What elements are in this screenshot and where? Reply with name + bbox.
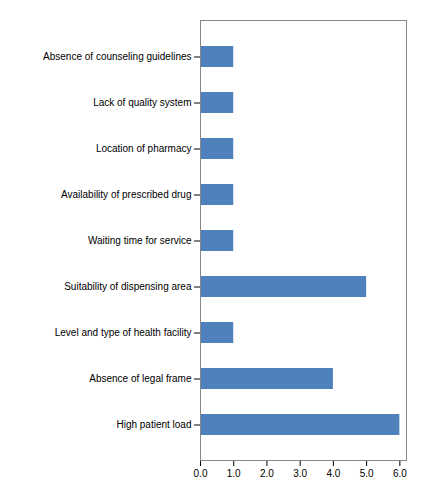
svg-text:Level and type of health facil: Level and type of health facility <box>55 327 192 338</box>
svg-text:Suitability of dispensing area: Suitability of dispensing area <box>64 281 192 292</box>
svg-text:Availability of prescribed dru: Availability of prescribed drug <box>61 189 191 200</box>
svg-text:Absence of legal frame: Absence of legal frame <box>89 373 192 384</box>
svg-text:2.0: 2.0 <box>260 468 274 479</box>
svg-text:4.0: 4.0 <box>326 468 340 479</box>
svg-text:6.0: 6.0 <box>393 468 407 479</box>
svg-text:5.0: 5.0 <box>360 468 374 479</box>
svg-text:Lack of quality system: Lack of quality system <box>93 97 191 108</box>
svg-text:Absence of counseling guidelin: Absence of counseling guidelines <box>43 51 191 62</box>
svg-text:1.0: 1.0 <box>227 468 241 479</box>
svg-text:3.0: 3.0 <box>293 468 307 479</box>
svg-text:Location of pharmacy: Location of pharmacy <box>96 143 192 154</box>
svg-text:Waiting time for service: Waiting time for service <box>88 235 192 246</box>
svg-text:High patient load: High patient load <box>116 419 191 430</box>
svg-text:0.0: 0.0 <box>194 468 208 479</box>
